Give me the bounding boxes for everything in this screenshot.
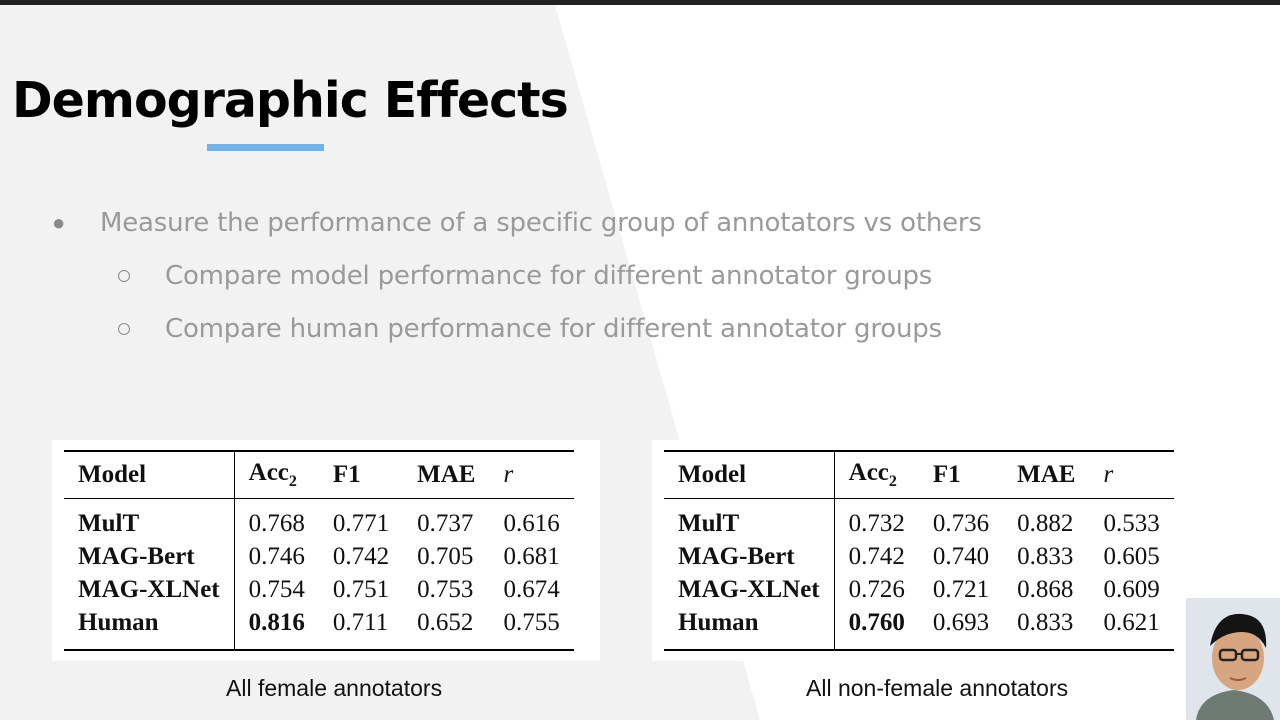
results-table-non-female: Model Acc2 F1 MAE r MulT 0.732 0.736 0.8… bbox=[652, 440, 1174, 661]
r-cell: 0.674 bbox=[503, 575, 560, 603]
results-table-female: Model Acc2 F1 MAE r MulT 0.768 0.771 0.7… bbox=[52, 440, 600, 661]
mae-cell: 0.737 bbox=[417, 509, 474, 537]
mae-cell: 0.705 bbox=[417, 542, 474, 570]
r-cell: 0.755 bbox=[503, 608, 560, 636]
acc2-cell: 0.746 bbox=[248, 542, 305, 570]
model-cell: MAG-XLNet bbox=[664, 573, 835, 606]
r-cell: 0.605 bbox=[1103, 542, 1160, 570]
acc2-cell: 0.726 bbox=[848, 575, 905, 603]
f1-cell: 0.751 bbox=[332, 575, 390, 603]
sub-bullet-model: Compare model performance for different … bbox=[165, 261, 933, 291]
acc2-cell: 0.754 bbox=[248, 575, 305, 603]
f1-cell: 0.742 bbox=[332, 542, 390, 570]
r-cell: 0.621 bbox=[1103, 608, 1160, 636]
mae-cell: 0.868 bbox=[1017, 575, 1074, 603]
table-row: MulT 0.768 0.771 0.737 0.616 bbox=[64, 498, 574, 540]
acc2-cell: 0.732 bbox=[848, 509, 905, 537]
r-cell: 0.533 bbox=[1103, 509, 1160, 537]
table-caption-non-female: All non-female annotators bbox=[806, 675, 1069, 701]
model-cell: MAG-XLNet bbox=[64, 573, 235, 606]
table-row: Human 0.816 0.711 0.652 0.755 bbox=[64, 606, 574, 650]
header-model: Model bbox=[64, 451, 235, 499]
table-row: MAG-Bert 0.742 0.740 0.833 0.605 bbox=[664, 540, 1174, 573]
presenter-webcam bbox=[1186, 598, 1280, 720]
header-f1: F1 bbox=[932, 461, 961, 488]
title-accent-bar bbox=[207, 144, 324, 151]
table-caption-female: All female annotators bbox=[226, 675, 443, 701]
r-cell: 0.609 bbox=[1103, 575, 1160, 603]
f1-cell: 0.721 bbox=[932, 575, 990, 603]
filled-circle-bullet-icon: ● bbox=[52, 210, 66, 235]
header-r: r bbox=[1103, 461, 1114, 488]
table-header-row: Model Acc2 F1 MAE r bbox=[64, 451, 574, 499]
table-row: Human 0.760 0.693 0.833 0.621 bbox=[664, 606, 1174, 650]
r-cell: 0.681 bbox=[503, 542, 560, 570]
f1-cell: 0.693 bbox=[932, 608, 990, 636]
table-row: MAG-XLNet 0.754 0.751 0.753 0.674 bbox=[64, 573, 574, 606]
f1-cell: 0.771 bbox=[332, 509, 390, 537]
hollow-circle-bullet-icon bbox=[118, 323, 130, 335]
model-cell: MulT bbox=[664, 498, 835, 540]
model-cell: Human bbox=[64, 606, 235, 650]
table-row: MAG-Bert 0.746 0.742 0.705 0.681 bbox=[64, 540, 574, 573]
table-row: MAG-XLNet 0.726 0.721 0.868 0.609 bbox=[664, 573, 1174, 606]
mae-cell: 0.652 bbox=[417, 608, 474, 636]
table-header-row: Model Acc2 F1 MAE r bbox=[664, 451, 1174, 499]
f1-cell: 0.711 bbox=[332, 608, 389, 636]
header-acc2: Acc2 bbox=[848, 459, 897, 490]
acc2-cell: 0.768 bbox=[248, 509, 305, 537]
acc2-cell: 0.760 bbox=[848, 608, 905, 636]
mae-cell: 0.753 bbox=[417, 575, 474, 603]
header-r: r bbox=[503, 461, 514, 488]
header-mae: MAE bbox=[1017, 461, 1076, 488]
header-mae: MAE bbox=[417, 461, 476, 488]
model-cell: Human bbox=[664, 606, 835, 650]
table-row: MulT 0.732 0.736 0.882 0.533 bbox=[664, 498, 1174, 540]
acc2-cell: 0.742 bbox=[848, 542, 905, 570]
f1-cell: 0.740 bbox=[932, 542, 990, 570]
header-model: Model bbox=[664, 451, 835, 499]
presenter-avatar-icon bbox=[1186, 598, 1280, 720]
header-acc2: Acc2 bbox=[248, 459, 297, 490]
hollow-circle-bullet-icon bbox=[118, 270, 130, 282]
top-border bbox=[0, 0, 1280, 5]
mae-cell: 0.833 bbox=[1017, 608, 1074, 636]
acc2-cell: 0.816 bbox=[248, 608, 305, 636]
r-cell: 0.616 bbox=[503, 509, 560, 537]
model-cell: MAG-Bert bbox=[64, 540, 235, 573]
model-cell: MAG-Bert bbox=[664, 540, 835, 573]
sub-bullet-human: Compare human performance for different … bbox=[165, 314, 942, 344]
mae-cell: 0.882 bbox=[1017, 509, 1074, 537]
bullet-main: Measure the performance of a specific gr… bbox=[100, 208, 982, 238]
slide-title: Demographic Effects bbox=[12, 72, 569, 129]
model-cell: MulT bbox=[64, 498, 235, 540]
f1-cell: 0.736 bbox=[932, 509, 990, 537]
mae-cell: 0.833 bbox=[1017, 542, 1074, 570]
header-f1: F1 bbox=[332, 461, 361, 488]
